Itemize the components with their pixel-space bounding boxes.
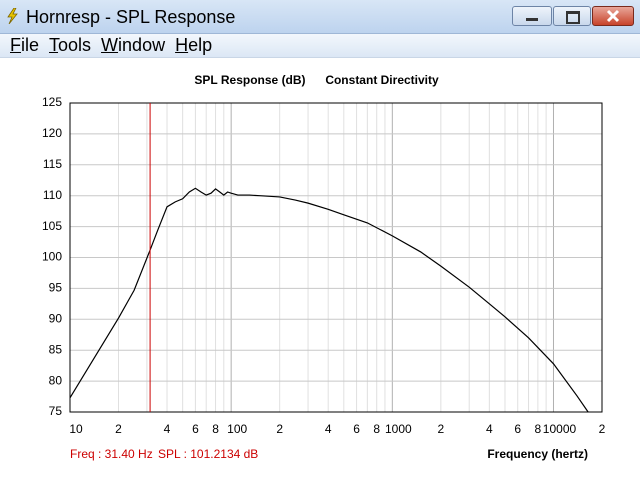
y-tick-label: 110 — [43, 188, 62, 202]
cursor-freq: Freq : 31.40 Hz — [70, 447, 153, 461]
x-tick-label: 6 — [514, 422, 521, 436]
x-tick-label: 4 — [486, 422, 493, 436]
y-tick-label: 100 — [42, 250, 62, 264]
x-tick-label: 2 — [276, 422, 283, 436]
close-button[interactable] — [592, 6, 634, 26]
x-tick-label: 4 — [325, 422, 332, 436]
chart-title: SPL Response (dB) — [194, 73, 305, 87]
x-tick-label: 100 — [227, 422, 247, 436]
menu-item[interactable]: Tools — [49, 35, 92, 55]
maximize-button[interactable] — [553, 6, 591, 26]
y-tick-label: 115 — [43, 157, 62, 171]
cursor-spl: SPL : 101.2134 dB — [158, 447, 258, 461]
menu-bar: File Tools Window Help — [0, 34, 640, 58]
window-title: Hornresp - SPL Response — [26, 7, 236, 27]
y-tick-label: 90 — [49, 311, 63, 325]
x-tick-label: 2 — [115, 422, 122, 436]
x-tick-label: 8 — [535, 422, 542, 436]
y-tick-label: 75 — [49, 404, 63, 418]
x-tick-label: 1000 — [385, 422, 412, 436]
chart-subtitle: Constant Directivity — [325, 73, 439, 87]
x-tick-label: 8 — [373, 422, 380, 436]
y-tick-label: 85 — [49, 342, 63, 356]
x-tick-label: 2 — [599, 422, 606, 436]
app-icon — [7, 8, 18, 24]
menu-item[interactable]: File — [10, 35, 40, 55]
y-tick-label: 105 — [42, 219, 62, 233]
title-bar: Hornresp - SPL Response — [0, 0, 640, 34]
x-tick-label: 10 — [69, 422, 83, 436]
x-tick-label: 10000 — [543, 422, 577, 436]
menu-item[interactable]: Help — [175, 35, 213, 55]
x-axis-label: Frequency (hertz) — [487, 447, 588, 461]
spl-curve — [69, 187, 589, 413]
y-tick-label: 125 — [42, 95, 62, 109]
x-tick-label: 6 — [192, 422, 199, 436]
x-tick-label: 2 — [437, 422, 444, 436]
x-tick-label: 4 — [164, 422, 171, 436]
minimize-button[interactable] — [512, 6, 552, 26]
menu-item[interactable]: Window — [101, 35, 166, 55]
x-tick-label: 6 — [353, 422, 360, 436]
y-tick-label: 80 — [49, 373, 63, 387]
x-tick-label: 8 — [212, 422, 219, 436]
y-tick-label: 120 — [42, 126, 62, 140]
plot-border — [69, 102, 603, 413]
y-tick-label: 95 — [49, 281, 63, 295]
